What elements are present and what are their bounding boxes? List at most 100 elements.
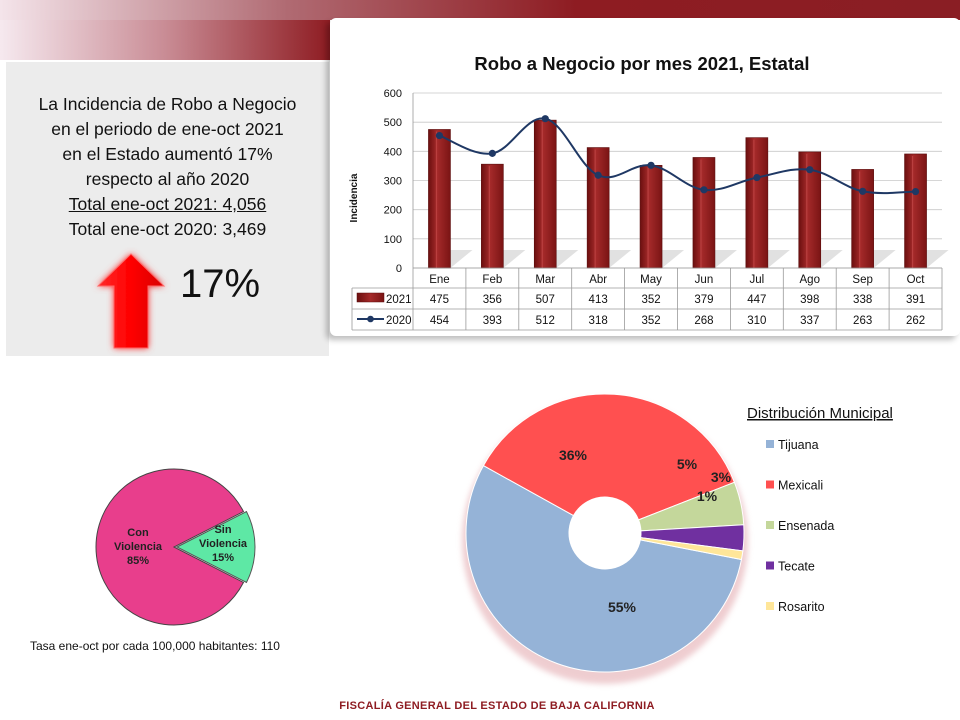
pie-label-sin-violencia: 15% <box>212 552 234 564</box>
table-cell-2020: 318 <box>589 315 608 327</box>
legend-label-2020: 2020 <box>386 315 412 327</box>
table-cell-2020: 337 <box>800 315 819 327</box>
bar-2021-Oct <box>904 153 927 269</box>
footer-text: FISCALÍA GENERAL DEL ESTADO DE BAJA CALI… <box>339 700 655 712</box>
table-cell-2021: 338 <box>853 294 872 306</box>
pie-label-sin-violencia: Sin <box>214 524 231 536</box>
legend-swatch-mexicali <box>766 480 774 489</box>
donut-hole <box>569 497 641 569</box>
table-cell-2020: 263 <box>853 315 872 327</box>
x-tick-label: Sep <box>852 274 872 286</box>
summary-line-1: La Incidencia de Robo a Negocio <box>38 94 297 114</box>
header-band <box>0 0 960 20</box>
bar-2021-Feb <box>481 163 504 269</box>
legend-label-tijuana: Tijuana <box>778 438 819 452</box>
x-tick-label: Oct <box>907 274 926 286</box>
y-tick-label: 100 <box>384 234 402 246</box>
line-2020 <box>439 117 916 195</box>
chart-title: Robo a Negocio por mes 2021, Estatal <box>474 53 809 74</box>
y-tick-label: 600 <box>384 88 402 100</box>
bar-2021-May <box>639 165 663 269</box>
bar-2021-Mar <box>533 119 557 269</box>
x-tick-label: Jul <box>749 274 764 286</box>
point-2020-Ago <box>806 166 814 174</box>
y-tick-label: 500 <box>384 117 402 129</box>
bar-2021-Sep <box>851 169 874 269</box>
y-tick-label: 300 <box>384 176 402 188</box>
legend-label-ensenada: Ensenada <box>778 519 834 533</box>
total-2020: Total ene-oct 2020: 3,469 <box>68 219 267 239</box>
pie-slice-sin-violencia <box>175 510 256 584</box>
table-cell-2021: 352 <box>641 294 660 306</box>
x-tick-label: Abr <box>589 274 607 286</box>
point-2020-Feb <box>488 149 496 157</box>
table-cell-2021: 413 <box>589 294 608 306</box>
legend-swatch-2021 <box>356 292 385 303</box>
header-band-accent <box>0 20 330 60</box>
monthly-bar-chart: Robo a Negocio por mes 2021, Estatal Inc… <box>349 53 949 331</box>
table-cell-2021: 447 <box>747 294 766 306</box>
table-cell-2020: 352 <box>641 315 660 327</box>
pie-label-con-violencia: 85% <box>127 555 149 567</box>
summary-line-4: respecto al año 2020 <box>85 169 250 189</box>
bar-2021-Jul <box>745 137 769 269</box>
table-cell-2021: 398 <box>800 294 819 306</box>
change-percentage: 17% <box>180 262 261 306</box>
legend-swatch-tecate <box>766 561 774 570</box>
donut-label-tijuana: 55% <box>608 599 637 615</box>
table-cell-2020: 310 <box>747 315 766 327</box>
point-2020-Jul <box>753 173 761 182</box>
pie-slice-con-violencia <box>95 468 245 626</box>
legend-swatch-rosarito <box>766 602 774 610</box>
legend-label-2021: 2021 <box>386 294 412 306</box>
point-2020-Ene <box>435 131 444 140</box>
pie-label-sin-violencia: Violencia <box>199 538 248 550</box>
up-arrow-icon <box>96 253 166 349</box>
pie-label-con-violencia: Violencia <box>114 541 163 553</box>
y-tick-label: 400 <box>384 146 402 158</box>
point-2020-Mar <box>541 115 549 123</box>
point-2020-Sep <box>859 187 867 195</box>
table-cell-2020: 454 <box>430 315 450 327</box>
y-tick-label: 0 <box>396 263 402 275</box>
summary-text: La Incidencia de Robo a Negocio en el pe… <box>6 92 329 242</box>
legend-label-mexicali: Mexicali <box>778 479 823 493</box>
table-cell-2021: 507 <box>536 294 555 306</box>
summary-line-3: en el Estado aumentó 17% <box>62 144 273 164</box>
x-tick-label: May <box>640 274 662 286</box>
bar-2021-Jun <box>692 157 716 269</box>
x-tick-label: Ago <box>800 274 820 286</box>
legend-marker-2020 <box>367 315 374 323</box>
point-2020-Oct <box>911 187 920 196</box>
table-cell-2021: 356 <box>483 294 502 306</box>
legend-swatch-ensenada <box>766 521 774 529</box>
y-axis-title: Incidencia <box>349 173 360 222</box>
x-tick-label: Feb <box>482 274 502 286</box>
donut-label-mexicali: 36% <box>559 447 588 463</box>
legend-label-rosarito: Rosarito <box>778 600 825 614</box>
table-cell-2020: 393 <box>483 315 502 327</box>
legend-title: Distribución Municipal <box>747 405 893 422</box>
x-tick-label: Mar <box>535 274 555 286</box>
table-cell-2021: 379 <box>694 294 713 306</box>
table-cell-2020: 268 <box>694 315 713 327</box>
violence-pie-chart: Con Violencia 85% Sin Violencia 15% <box>95 468 256 626</box>
point-2020-May <box>647 161 655 169</box>
tasa-text: Tasa ene-oct por cada 100,000 habitantes… <box>30 639 280 653</box>
municipal-doughnut-chart: 55% 36% 5% 3% 1% Distribución Municipal Tiju… <box>462 393 893 684</box>
summary-panel <box>6 62 329 356</box>
summary-line-2: en el periodo de ene-oct 2021 <box>51 119 284 139</box>
x-tick-label: Jun <box>695 274 714 286</box>
donut-label-ensenada: 5% <box>677 456 698 472</box>
table-cell-2020: 512 <box>536 315 555 327</box>
total-2021: Total ene-oct 2021: 4,056 <box>68 194 267 214</box>
y-tick-label: 200 <box>384 205 402 217</box>
x-tick-label: Ene <box>429 274 449 286</box>
legend-swatch-tijuana <box>766 440 774 448</box>
table-cell-2021: 475 <box>430 294 449 306</box>
bar-2021-Abr <box>586 147 610 269</box>
table-cell-2021: 391 <box>906 294 925 306</box>
point-2020-Abr <box>594 171 602 179</box>
table-cell-2020: 262 <box>906 315 925 327</box>
donut-label-rosarito: 1% <box>697 488 718 504</box>
